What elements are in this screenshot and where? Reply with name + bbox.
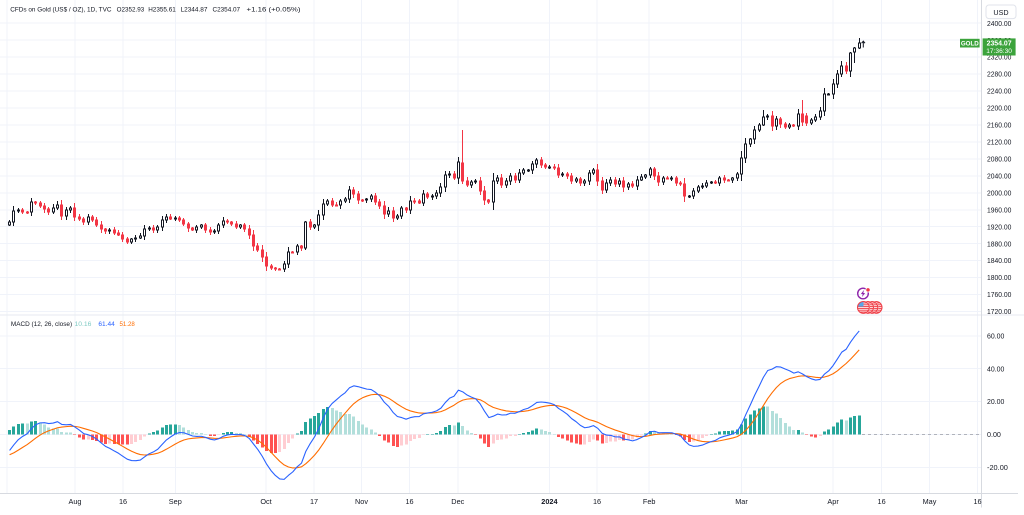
svg-text:10.16: 10.16 [75, 321, 92, 328]
svg-text:GOLD: GOLD [961, 41, 979, 48]
svg-text:20.00: 20.00 [987, 397, 1004, 406]
svg-text:H2355.61: H2355.61 [148, 7, 176, 14]
svg-text:Sep: Sep [169, 497, 182, 506]
svg-text:16: 16 [878, 497, 886, 506]
svg-text:17:36:30: 17:36:30 [986, 48, 1012, 55]
svg-text:Mar: Mar [735, 497, 748, 506]
svg-text:2000.00: 2000.00 [987, 188, 1011, 197]
svg-text:+1.16 (+0.05%): +1.16 (+0.05%) [247, 7, 301, 14]
svg-text:0.00: 0.00 [987, 430, 1001, 439]
svg-text:2040.00: 2040.00 [987, 171, 1011, 180]
svg-text:60.00: 60.00 [987, 331, 1004, 340]
svg-text:1800.00: 1800.00 [987, 273, 1011, 282]
svg-text:2240.00: 2240.00 [987, 87, 1011, 96]
svg-text:Apr: Apr [827, 497, 839, 506]
svg-text:O2352.93: O2352.93 [117, 7, 145, 14]
svg-text:16: 16 [119, 497, 127, 506]
svg-text:2080.00: 2080.00 [987, 155, 1011, 164]
svg-text:May: May [923, 497, 937, 506]
svg-text:16: 16 [593, 497, 601, 506]
svg-text:2280.00: 2280.00 [987, 70, 1011, 79]
svg-text:51.28: 51.28 [120, 321, 135, 328]
svg-text:2120.00: 2120.00 [987, 138, 1011, 147]
svg-text:1760.00: 1760.00 [987, 290, 1011, 299]
svg-text:1880.00: 1880.00 [987, 239, 1011, 248]
svg-text:1840.00: 1840.00 [987, 256, 1011, 265]
svg-text:Dec: Dec [451, 497, 464, 506]
svg-text:Aug: Aug [69, 497, 82, 506]
svg-text:MACD (12, 26, close): MACD (12, 26, close) [11, 321, 72, 328]
svg-text:1920.00: 1920.00 [987, 222, 1011, 231]
svg-text:Nov: Nov [355, 497, 368, 506]
svg-text:2320.00: 2320.00 [987, 53, 1011, 62]
svg-text:CFDs on Gold (US$ / OZ), 1D, T: CFDs on Gold (US$ / OZ), 1D, TVC [10, 7, 111, 14]
svg-text:2160.00: 2160.00 [987, 121, 1011, 130]
svg-text:17: 17 [310, 497, 318, 506]
svg-text:1720.00: 1720.00 [987, 307, 1011, 316]
svg-text:-20.00: -20.00 [987, 463, 1008, 472]
svg-text:1960.00: 1960.00 [987, 205, 1011, 214]
svg-text:2400.00: 2400.00 [987, 19, 1011, 28]
svg-text:16: 16 [973, 497, 981, 506]
svg-text:16: 16 [405, 497, 413, 506]
svg-text:Oct: Oct [260, 497, 271, 506]
svg-text:2024: 2024 [541, 497, 558, 506]
svg-text:C2354.07: C2354.07 [213, 7, 241, 14]
svg-text:Feb: Feb [643, 497, 656, 506]
svg-text:2354.07: 2354.07 [987, 40, 1012, 47]
svg-text:40.00: 40.00 [987, 364, 1004, 373]
svg-text:L2344.87: L2344.87 [181, 7, 208, 14]
svg-text:61.44: 61.44 [98, 321, 115, 328]
svg-text:USD: USD [993, 8, 1008, 17]
svg-text:2200.00: 2200.00 [987, 104, 1011, 113]
